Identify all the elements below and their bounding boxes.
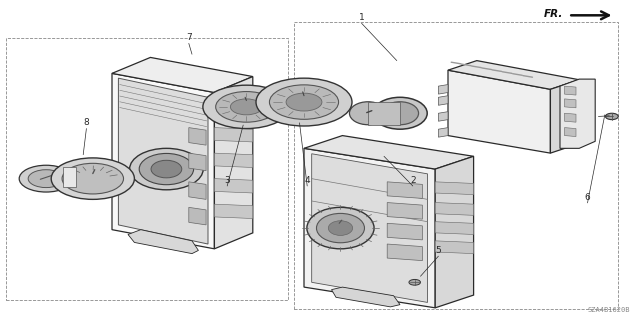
Ellipse shape [151, 160, 182, 178]
Circle shape [256, 78, 352, 126]
Polygon shape [438, 96, 448, 105]
Circle shape [28, 170, 64, 188]
Polygon shape [112, 73, 214, 249]
Circle shape [286, 93, 322, 111]
Polygon shape [63, 167, 76, 187]
Polygon shape [189, 207, 206, 225]
Ellipse shape [317, 213, 365, 243]
Polygon shape [387, 223, 422, 240]
Polygon shape [128, 230, 198, 254]
Polygon shape [564, 99, 576, 108]
Text: 3: 3 [225, 176, 230, 185]
Polygon shape [448, 70, 550, 153]
Polygon shape [189, 128, 206, 145]
Polygon shape [387, 182, 422, 198]
Polygon shape [435, 241, 474, 254]
Text: 2: 2 [410, 176, 415, 185]
Polygon shape [304, 136, 474, 169]
Polygon shape [189, 153, 206, 171]
Polygon shape [214, 77, 253, 249]
Text: 1: 1 [359, 13, 364, 22]
Text: SZA4B1620B: SZA4B1620B [588, 307, 630, 313]
Polygon shape [312, 154, 428, 302]
Polygon shape [435, 203, 474, 215]
Polygon shape [438, 85, 448, 94]
Circle shape [51, 158, 134, 199]
Ellipse shape [381, 102, 419, 125]
Polygon shape [438, 128, 448, 137]
Polygon shape [387, 203, 422, 219]
Circle shape [216, 92, 277, 122]
Polygon shape [189, 182, 206, 199]
Polygon shape [214, 179, 253, 193]
Circle shape [409, 279, 420, 285]
Polygon shape [438, 112, 448, 121]
Polygon shape [112, 57, 253, 93]
Polygon shape [564, 128, 576, 137]
Text: 6: 6 [585, 193, 590, 202]
Polygon shape [387, 244, 422, 261]
Text: FR.: FR. [544, 9, 563, 19]
Ellipse shape [307, 207, 374, 249]
Polygon shape [564, 86, 576, 95]
Polygon shape [118, 78, 208, 244]
Polygon shape [332, 287, 400, 307]
Text: 5: 5 [436, 246, 441, 255]
Polygon shape [550, 80, 579, 153]
Polygon shape [435, 156, 474, 308]
Polygon shape [448, 61, 579, 89]
Polygon shape [214, 153, 253, 167]
Circle shape [605, 113, 618, 120]
Polygon shape [214, 204, 253, 219]
Polygon shape [214, 128, 253, 142]
Circle shape [62, 163, 124, 194]
Ellipse shape [129, 148, 204, 190]
Text: 4: 4 [305, 176, 310, 185]
Text: 8: 8 [84, 118, 89, 127]
Ellipse shape [372, 97, 428, 129]
Polygon shape [560, 79, 595, 148]
Circle shape [203, 85, 290, 129]
Circle shape [230, 99, 262, 115]
Polygon shape [304, 148, 435, 308]
Text: 7: 7 [186, 33, 191, 42]
Ellipse shape [349, 102, 387, 125]
Ellipse shape [140, 153, 194, 185]
Ellipse shape [328, 221, 353, 235]
Circle shape [269, 85, 339, 119]
Polygon shape [368, 102, 400, 125]
Polygon shape [564, 113, 576, 122]
Polygon shape [435, 182, 474, 195]
Circle shape [19, 165, 73, 192]
Polygon shape [435, 222, 474, 234]
